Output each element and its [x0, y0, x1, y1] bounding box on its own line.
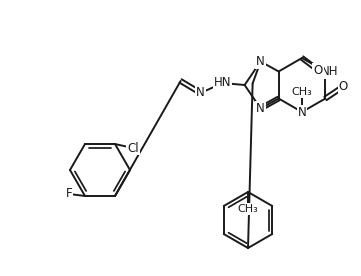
- Text: N: N: [297, 105, 306, 118]
- Text: NH: NH: [321, 65, 338, 78]
- Text: CH₃: CH₃: [238, 204, 258, 214]
- Text: N: N: [196, 86, 205, 100]
- Text: CH₃: CH₃: [292, 87, 312, 97]
- Text: N: N: [256, 102, 265, 115]
- Text: HN: HN: [214, 76, 231, 89]
- Text: O: O: [339, 80, 348, 93]
- Text: Cl: Cl: [127, 142, 139, 155]
- Text: F: F: [66, 187, 72, 200]
- Text: O: O: [313, 63, 323, 76]
- Text: N: N: [256, 55, 265, 68]
